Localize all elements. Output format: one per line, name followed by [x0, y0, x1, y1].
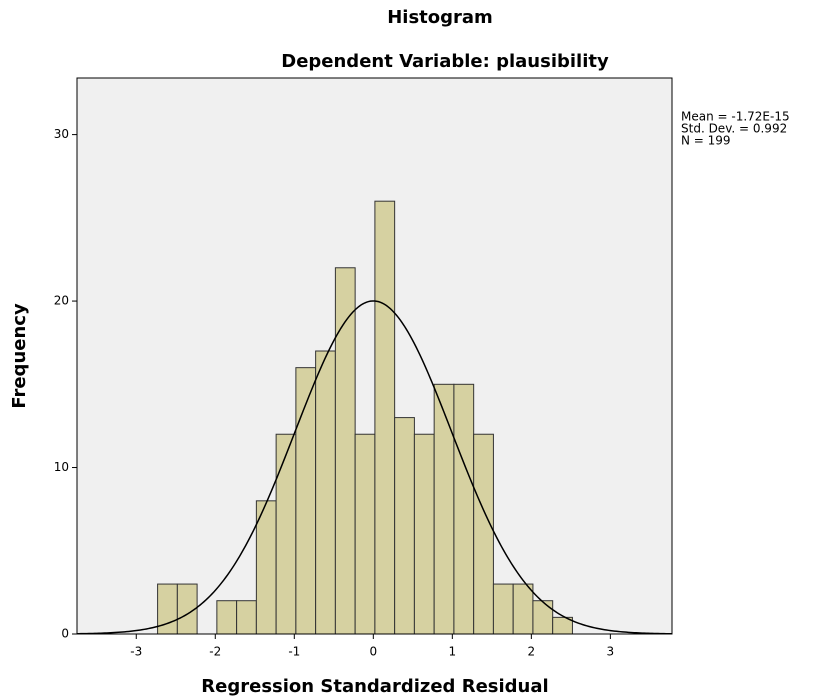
chart-subtitle: Dependent Variable: plausibility [281, 51, 609, 72]
bar [433, 383, 455, 635]
bar [236, 600, 257, 635]
x-tick-label: 3 [607, 645, 615, 659]
bar [255, 500, 277, 635]
x-tick-label: -1 [288, 645, 300, 659]
bar [354, 433, 376, 635]
bar [512, 583, 534, 635]
x-tick-label: 0 [369, 645, 377, 659]
bar [157, 583, 178, 635]
bar [394, 417, 415, 635]
y-tick-label: 0 [61, 627, 69, 641]
chart-title: Histogram [387, 7, 493, 28]
x-tick-label: 1 [449, 645, 457, 659]
plot-border [76, 77, 673, 635]
x-tick-label: -2 [209, 645, 221, 659]
bar [473, 433, 494, 635]
bar [492, 583, 514, 635]
bar [315, 350, 336, 635]
y-tick-label: 20 [54, 294, 69, 308]
bar [216, 600, 238, 635]
stat-label: Std. Dev. = 0.992 [681, 122, 787, 136]
bar [275, 433, 297, 635]
y-axis-label: Frequency [9, 303, 30, 409]
stat-label: N = 199 [681, 134, 731, 148]
stat-label: Mean = -1.72E-15 [681, 110, 790, 124]
y-tick-label: 10 [54, 460, 69, 474]
x-tick-label: 2 [528, 645, 536, 659]
bar [532, 600, 554, 635]
bar [453, 383, 475, 635]
x-axis-label: Regression Standardized Residual [201, 676, 548, 697]
bar [413, 433, 435, 635]
y-tick-label: 30 [54, 127, 69, 141]
x-tick-label: -3 [130, 645, 142, 659]
bar [295, 367, 317, 635]
normal-curve [76, 300, 673, 635]
bar [374, 200, 396, 635]
